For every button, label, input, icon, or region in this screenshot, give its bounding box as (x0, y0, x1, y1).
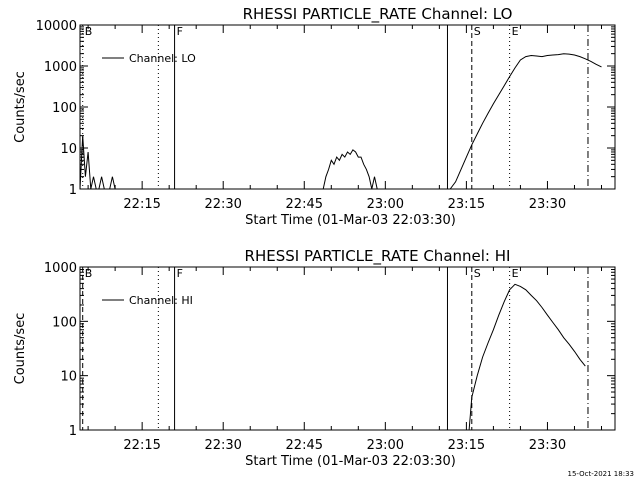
data-series-line (449, 53, 602, 190)
x-tick-label: 23:15 (448, 438, 485, 453)
plot-frame (79, 266, 616, 431)
y-tick-label: 1000 (44, 60, 77, 75)
y-tick-label: 100 (52, 101, 77, 116)
y-tick-label: 10000 (36, 19, 77, 34)
chart-panel-0: RHESSI PARTICLE_RATE Channel: LO Start Ti… (13, 5, 616, 228)
data-series-line (322, 149, 378, 190)
x-tick-label: 22:15 (123, 197, 160, 212)
x-tick-label: 23:00 (367, 438, 404, 453)
x-tick-label: 22:30 (204, 438, 241, 453)
x-tick-label: 23:15 (448, 197, 485, 212)
y-tick-label: 10 (60, 142, 77, 157)
chart-title: RHESSI PARTICLE_RATE Channel: LO (243, 5, 513, 24)
data-series-line (79, 135, 116, 190)
event-marker-label: S (474, 25, 481, 38)
x-tick-label: 23:30 (529, 438, 566, 453)
y-tick-label: 10 (60, 370, 77, 385)
data-series-line (468, 283, 586, 431)
x-tick-label: 23:30 (529, 197, 566, 212)
y-tick-label: 1 (69, 424, 77, 439)
plot-frame (79, 24, 616, 190)
x-tick-label: 22:45 (286, 197, 323, 212)
x-axis-label: Start Time (01-Mar-03 22:03:30) (245, 454, 456, 469)
y-tick-label: 1 (69, 183, 77, 198)
event-marker-label: B (85, 25, 93, 38)
x-axis-label: Start Time (01-Mar-03 22:03:30) (245, 213, 456, 228)
x-tick-label: 22:30 (204, 197, 241, 212)
x-tick-label: 22:45 (286, 438, 323, 453)
footer-timestamp: 15-Oct-2021 18:33 (568, 470, 634, 478)
chart-title: RHESSI PARTICLE_RATE Channel: HI (245, 247, 511, 266)
y-tick-label: 100 (52, 315, 77, 330)
y-axis-label: Counts/sec (13, 71, 28, 143)
chart-panel-1: RHESSI PARTICLE_RATE Channel: HI Start Ti… (13, 247, 616, 469)
event-marker-label: B (85, 267, 93, 280)
y-tick-label: 1000 (44, 261, 77, 276)
event-marker-label: F (177, 25, 183, 38)
x-tick-label: 22:15 (123, 438, 160, 453)
event-marker-label: E (512, 25, 519, 38)
event-marker-label: F (177, 267, 183, 280)
legend-label: Channel: HI (129, 294, 193, 307)
event-marker-label: S (474, 267, 481, 280)
x-tick-label: 23:00 (367, 197, 404, 212)
y-axis-label: Counts/sec (13, 313, 28, 385)
event-marker-label: E (512, 267, 519, 280)
legend-label: Channel: LO (129, 52, 196, 65)
